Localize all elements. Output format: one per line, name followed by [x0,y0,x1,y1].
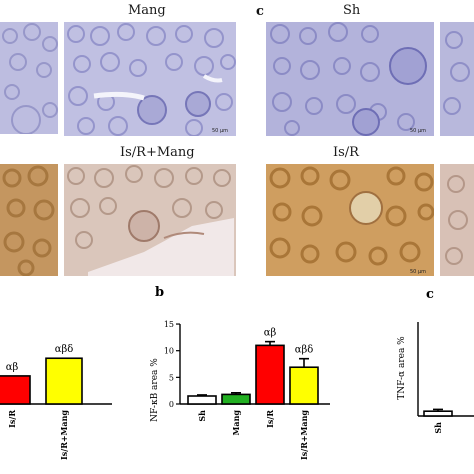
micrograph-mang [64,22,236,136]
y-tick-label: 0 [169,400,174,409]
y-axis-label-c: TNF-α area % [397,336,407,400]
significance-label: αβδ [55,344,74,355]
bar-is-r-mang [289,366,319,405]
charts: αβ Is/R αβδ Is/R+Mang b NF-κB area % 0 5 10 15… [0,285,474,460]
y-axis-label-b: NF-κB area % [150,358,160,422]
label-mang: Mang [128,3,166,18]
panel-label-b: b [155,285,164,300]
scale-bar-label: 50 μm [410,269,427,275]
chart-a: αβ Is/R αβδ Is/R+Mang [0,344,112,460]
x-tick-label: Is/R+Mang [59,410,69,460]
bar-sh [187,395,217,405]
bar-is-r [0,375,31,405]
chart-b: b NF-κB area % 0 5 10 15 Sh Mang αβ Is/R αβδ Is/R… [150,285,330,460]
x-tick-label: Is/R [7,410,17,428]
bar-is-r [255,344,285,405]
panel-label-c: c [426,287,434,302]
micrograph-isr-mang [64,164,236,276]
bar-mang [221,393,251,405]
significance-label: αβδ [295,345,314,356]
label-isr-mang: Is/R+Mang [120,145,195,160]
y-tick-label: 15 [164,320,174,329]
x-tick-label: Is/R+Mang [299,410,309,460]
x-tick-label: Mang [231,410,241,436]
scale-bar-label: 50 μm [212,128,229,134]
micrograph-isr-left [0,164,58,276]
label-sh: Sh [343,3,361,18]
micrograph-control-left [0,22,58,134]
chart-c: c TNF-α area % Sh [397,287,474,434]
significance-label: αβ [264,328,277,339]
micrograph-isr [266,164,434,276]
micrograph-isr-right [440,164,474,276]
panel-label-c-top: c [256,4,264,19]
y-tick-label: 5 [169,373,174,382]
scale-bar-label: 50 μm [410,128,427,134]
bar-is-r-mang [45,357,83,405]
y-tick-label: 10 [164,347,174,356]
micrograph-sham [266,22,434,136]
significance-label: αβ [6,362,19,373]
micrograph-sham-right [440,22,474,136]
bar-sh [423,410,453,417]
x-tick-label: Is/R [265,410,275,428]
label-isr: Is/R [333,145,359,160]
x-tick-label: Sh [197,410,207,422]
x-tick-label: Sh [433,422,443,434]
